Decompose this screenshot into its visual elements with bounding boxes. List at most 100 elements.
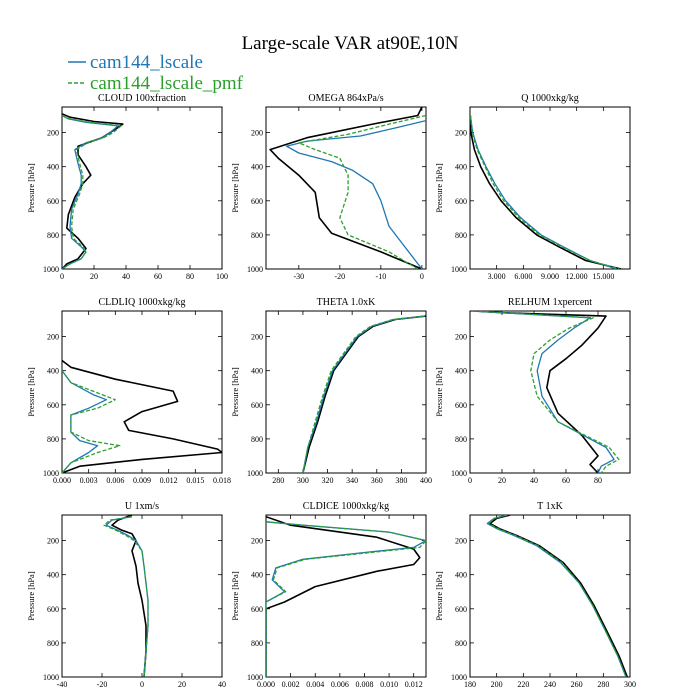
panel-2-ytick-label: 400 bbox=[251, 163, 263, 172]
panel-3-frame bbox=[469, 106, 631, 270]
panel-8-ytick-label: 600 bbox=[251, 605, 263, 614]
panel-3-line-obs bbox=[470, 115, 622, 269]
panel-9-line-obs bbox=[489, 515, 629, 677]
panel-5-frame bbox=[265, 310, 427, 474]
panel-5-ytick-label: 1000 bbox=[247, 469, 263, 478]
panel-3-ylabel: Pressure [hPa] bbox=[434, 163, 444, 213]
panel-9-frame bbox=[469, 514, 631, 678]
panel-3-ytick-label: 800 bbox=[455, 231, 467, 240]
panel-1-line-cam144-lscale-pmf bbox=[62, 114, 122, 269]
panel-3-xtick-label: 15.000 bbox=[592, 272, 614, 281]
panel-5-ytick-label: 600 bbox=[251, 401, 263, 410]
panel-9-xtick-label: 300 bbox=[624, 680, 636, 689]
panel-6-title: RELHUM 1xpercent bbox=[508, 297, 592, 308]
panel-3-ytick-label: 1000 bbox=[451, 265, 467, 274]
panel-5-line-cam144-lscale-pmf bbox=[302, 315, 424, 473]
panel-8-title: CLDICE 1000xkg/kg bbox=[303, 501, 389, 512]
panel-4: CLDLIQ 1000xkg/kg Pressure [hPa] 200 400 600… bbox=[26, 297, 231, 485]
panel-2-xtick-label: -30 bbox=[293, 272, 304, 281]
panel-4-xtick-label: 0.018 bbox=[213, 476, 231, 485]
panel-6-ytick-label: 800 bbox=[455, 435, 467, 444]
panel-6-xtick-label: 0 bbox=[468, 476, 472, 485]
panel-9-line-cam144-lscale-pmf bbox=[488, 515, 627, 677]
panel-4-title: CLDLIQ 1000xkg/kg bbox=[99, 297, 186, 308]
panel-5-xtick-label: 340 bbox=[346, 476, 358, 485]
panel-1-title: CLOUD 100xfraction bbox=[98, 93, 186, 104]
panel-1-ytick-label: 200 bbox=[47, 129, 59, 138]
panel-9-ytick-label: 800 bbox=[455, 639, 467, 648]
panel-5-ytick-label: 400 bbox=[251, 367, 263, 376]
panel-4-ytick-label: 1000 bbox=[43, 469, 59, 478]
panel-1-frame bbox=[61, 106, 223, 270]
panel-5-line-obs bbox=[302, 315, 426, 473]
panel-6-ylabel: Pressure [hPa] bbox=[434, 367, 444, 417]
panel-7-frame bbox=[61, 514, 223, 678]
panel-4-xtick-label: 0.000 bbox=[53, 476, 71, 485]
panel-9-line-cam144-lscale bbox=[486, 515, 627, 677]
panel-8-xtick-label: 0.012 bbox=[405, 680, 423, 689]
panel-7-line-cam144-lscale-pmf bbox=[103, 516, 149, 677]
panel-6-frame bbox=[469, 310, 631, 474]
panel-4-frame bbox=[61, 310, 223, 474]
panel-5-ytick-label: 200 bbox=[251, 333, 263, 342]
panel-8: CLDICE 1000xkg/kg Pressure [hPa] 200 400 600… bbox=[230, 501, 427, 689]
panel-3-line-cam144-lscale-pmf bbox=[470, 115, 620, 269]
panel-1-line-obs bbox=[62, 113, 124, 269]
panel-9-xtick-label: 200 bbox=[491, 680, 503, 689]
panel-2-title: OMEGA 864xPa/s bbox=[308, 93, 383, 104]
legend-label-lscale: cam144_lscale bbox=[90, 52, 203, 73]
panel-9-title: T 1xK bbox=[537, 501, 563, 512]
panel-4-ytick-label: 800 bbox=[47, 435, 59, 444]
panel-4-ytick-label: 600 bbox=[47, 401, 59, 410]
panel-7-ytick-label: 200 bbox=[47, 537, 59, 546]
panel-2: OMEGA 864xPa/s Pressure [hPa] 200 400 600 800… bbox=[230, 93, 427, 281]
panel-1-xtick-label: 40 bbox=[122, 272, 130, 281]
panel-6-ytick-label: 200 bbox=[455, 333, 467, 342]
panel-3-ytick-label: 400 bbox=[455, 163, 467, 172]
panel-2-ytick-label: 600 bbox=[251, 197, 263, 206]
panel-2-ytick-label: 200 bbox=[251, 129, 263, 138]
panel-7-xtick-label: 20 bbox=[178, 680, 186, 689]
panel-8-ytick-label: 1000 bbox=[247, 673, 263, 682]
panel-4-line-cam144-lscale bbox=[62, 370, 108, 473]
panel-3-xtick-label: 12.000 bbox=[566, 272, 588, 281]
panel-3-xtick-label: 9.000 bbox=[541, 272, 559, 281]
panel-4-xtick-label: 0.015 bbox=[186, 476, 204, 485]
panel-7-xtick-label: 40 bbox=[218, 680, 226, 689]
panel-4-xtick-label: 0.012 bbox=[160, 476, 178, 485]
panel-8-line-obs bbox=[266, 515, 421, 677]
panel-6-ytick-label: 600 bbox=[455, 401, 467, 410]
panel-8-ytick-label: 800 bbox=[251, 639, 263, 648]
panel-8-xtick-label: 0.010 bbox=[380, 680, 398, 689]
legend-label-lscale-pmf: cam144_lscale_pmf bbox=[90, 73, 244, 94]
panel-2-ytick-label: 1000 bbox=[247, 265, 263, 274]
panel-5-xtick-label: 400 bbox=[420, 476, 432, 485]
panel-9-ytick-label: 600 bbox=[455, 605, 467, 614]
panel-9-xtick-label: 280 bbox=[597, 680, 609, 689]
panel-1-ytick-label: 1000 bbox=[43, 265, 59, 274]
panel-3-xtick-label: 3.000 bbox=[488, 272, 506, 281]
panel-5-xtick-label: 280 bbox=[272, 476, 284, 485]
panel-5-ylabel: Pressure [hPa] bbox=[230, 367, 240, 417]
panel-7-xtick-label: -20 bbox=[97, 680, 108, 689]
panel-1-line-cam144-lscale bbox=[62, 114, 119, 269]
panel-7-title: U 1xm/s bbox=[125, 501, 159, 512]
panel-6-line-cam144-lscale-pmf bbox=[473, 311, 620, 473]
panel-6-ytick-label: 1000 bbox=[451, 469, 467, 478]
panel-1-ytick-label: 600 bbox=[47, 197, 59, 206]
panel-8-line-cam144-lscale-pmf bbox=[266, 521, 426, 677]
panel-4-line-cam144-lscale-pmf bbox=[62, 370, 121, 473]
figure-title: Large-scale VAR at90E,10N bbox=[242, 33, 459, 54]
panel-9-xtick-label: 260 bbox=[571, 680, 583, 689]
panel-4-line-obs bbox=[62, 359, 222, 473]
panel-6-xtick-label: 40 bbox=[530, 476, 538, 485]
panel-4-xtick-label: 0.003 bbox=[80, 476, 98, 485]
panel-9-ytick-label: 200 bbox=[455, 537, 467, 546]
panel-1-ytick-label: 400 bbox=[47, 163, 59, 172]
panel-5-xtick-label: 300 bbox=[297, 476, 309, 485]
